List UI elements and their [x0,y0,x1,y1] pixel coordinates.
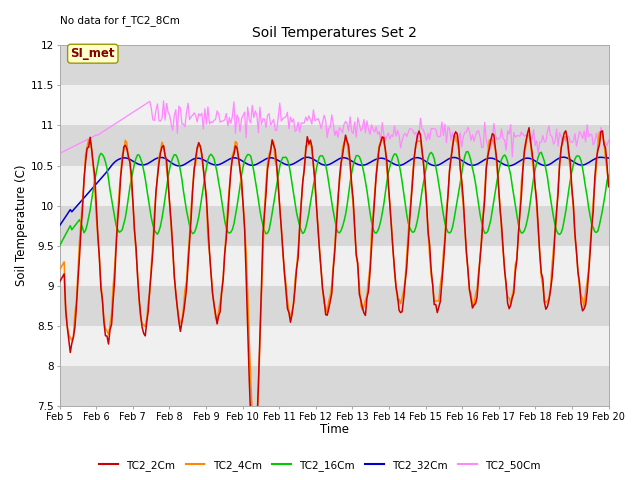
Title: Soil Temperatures Set 2: Soil Temperatures Set 2 [252,26,417,40]
Bar [60,85,609,125]
Legend: TC2_2Cm, TC2_4Cm, TC2_16Cm, TC2_32Cm, TC2_50Cm: TC2_2Cm, TC2_4Cm, TC2_16Cm, TC2_32Cm, TC… [95,456,545,475]
Bar [60,246,609,286]
Bar [60,45,609,85]
Bar [60,286,609,326]
Bar [60,326,609,366]
Bar [60,366,609,406]
Bar [60,205,609,246]
Bar [60,125,609,166]
Y-axis label: Soil Temperature (C): Soil Temperature (C) [15,165,28,287]
Bar [60,166,609,205]
Text: SI_met: SI_met [70,47,115,60]
Text: No data for f_TC2_8Cm: No data for f_TC2_8Cm [60,15,179,26]
X-axis label: Time: Time [319,423,349,436]
